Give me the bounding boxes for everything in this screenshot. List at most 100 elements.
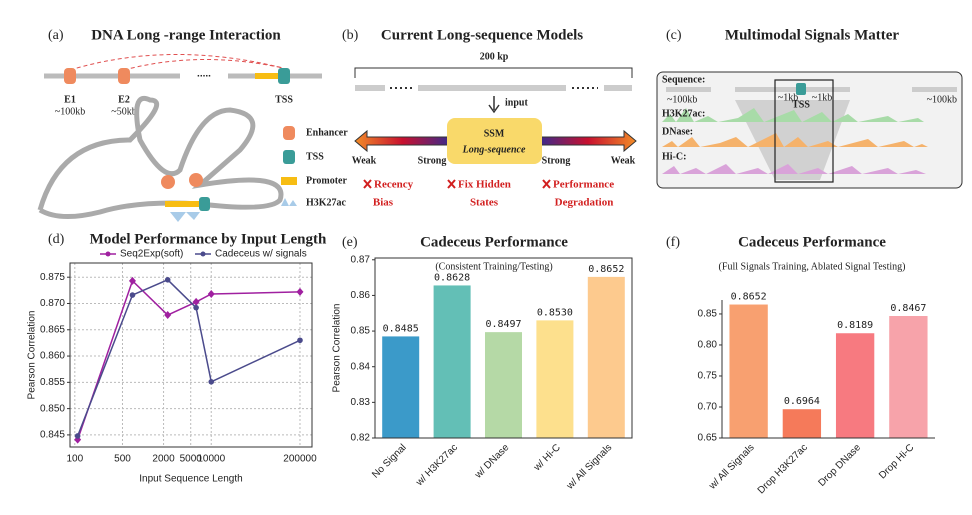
promoter	[255, 73, 283, 79]
cross	[363, 179, 551, 189]
value-label: 0.8652	[731, 292, 767, 303]
y-tick-label: 0.85	[698, 309, 718, 320]
strength-label: Weak	[352, 155, 377, 166]
y-tick-label: 0.855	[40, 377, 65, 388]
track-label: H3K27ac:	[662, 108, 705, 119]
value-label: 0.8497	[485, 319, 521, 330]
label: E2	[118, 94, 130, 105]
x-axis-label: Input Sequence Length	[139, 474, 242, 485]
model-label: SSM	[484, 128, 505, 139]
tss-label: TSS	[792, 99, 810, 110]
value-label: 0.8485	[383, 323, 419, 334]
arrow	[354, 129, 451, 153]
chart-title: Model Performance by Input Length	[90, 231, 327, 247]
label: ~100kb	[55, 106, 85, 117]
marker	[207, 290, 215, 299]
issue: Degradation	[555, 197, 614, 209]
panel-label: (a)	[48, 28, 64, 43]
enhancer	[118, 68, 130, 84]
strength-label: Weak	[611, 155, 636, 166]
bar	[889, 316, 928, 438]
panel-a: (a) DNA Long -range Interaction ..... E1…	[37, 27, 348, 222]
legend-label: H3K27ac	[306, 197, 347, 208]
tss	[199, 197, 210, 211]
distance: ~100kb	[927, 94, 957, 105]
plot-frame	[374, 257, 633, 439]
issue: Performance	[553, 179, 614, 191]
marker	[128, 276, 136, 285]
marker	[74, 433, 81, 439]
marker	[297, 337, 303, 344]
input-label: input	[505, 97, 528, 108]
y-tick-label: 0.85	[351, 326, 371, 337]
tss	[796, 83, 806, 95]
model-label: Long-sequence	[462, 144, 526, 155]
panel-c: (c) Multimodal Signals Matter Sequence: …	[656, 27, 963, 189]
y-tick-label: 0.86	[351, 290, 371, 301]
y-tick-label: 0.80	[698, 340, 718, 351]
length-label: 200 kp	[480, 51, 509, 62]
value-label: 0.6964	[784, 396, 820, 407]
issue: Recency	[374, 179, 414, 191]
panel-title: DNA Long -range Interaction	[91, 27, 281, 43]
distance: ~100kb	[667, 94, 697, 105]
panel-title: Multimodal Signals Matter	[725, 27, 899, 43]
y-tick-label: 0.65	[698, 433, 718, 444]
legend-label: Enhancer	[306, 127, 348, 138]
seq	[418, 85, 566, 91]
legend-marker	[200, 251, 206, 257]
panel-label: (c)	[666, 28, 682, 43]
line	[76, 278, 301, 437]
track-label: DNase:	[662, 126, 693, 137]
y-tick-label: 0.865	[40, 324, 65, 335]
axes	[721, 300, 935, 439]
arrow	[488, 96, 500, 114]
y-tick-label: 0.87	[351, 254, 371, 265]
value-label: 0.8628	[434, 272, 470, 283]
x-tick-label: w/ All Signals	[706, 442, 756, 492]
line	[76, 279, 301, 440]
x-tick-label: Drop DNase	[816, 442, 863, 489]
enhancer	[161, 175, 175, 189]
label: ~50kb	[111, 106, 136, 117]
issue: States	[470, 197, 499, 209]
panel-title: Current Long-sequence Models	[381, 27, 583, 43]
seq	[666, 87, 711, 92]
bar	[729, 304, 768, 438]
y-axis-label: Pearson Correlation	[332, 304, 343, 393]
value-label: 0.8530	[537, 307, 573, 318]
issue: Bias	[373, 197, 394, 209]
enhancer	[64, 68, 76, 84]
focus-box	[774, 79, 834, 183]
h3k27ac	[170, 212, 200, 222]
panel-label: (f)	[666, 235, 680, 250]
y-tick-label: 0.845	[40, 430, 65, 441]
ssm-box	[447, 118, 542, 164]
panel-label: (d)	[48, 232, 65, 247]
x-tick-label: 5000	[180, 454, 203, 465]
h3k27ac-track	[662, 108, 924, 122]
x-tick-label: Drop Hi-C	[877, 442, 916, 481]
y-tick-label: 0.84	[351, 361, 371, 372]
marker	[164, 277, 171, 283]
label: TSS	[275, 94, 293, 105]
plot-frame	[69, 262, 313, 448]
x-tick-label: w/ All Signals	[564, 442, 614, 492]
x-tick-label: w/ Hi-C	[531, 442, 563, 474]
value-label: 0.8652	[588, 264, 624, 275]
value-label: 0.8467	[890, 303, 926, 314]
track-label: Sequence:	[662, 74, 705, 85]
legend-label: Seq2Exp(soft)	[120, 249, 183, 260]
chart-title: Cadeceus Performance	[420, 234, 568, 250]
hic-track	[662, 164, 926, 174]
tss	[278, 68, 290, 84]
track-label: Hi-C:	[662, 151, 686, 162]
seq	[604, 85, 632, 91]
legend-swatch	[283, 126, 295, 140]
x-tick-label: w/ H3K27ac	[413, 442, 460, 489]
enhancer	[189, 173, 203, 187]
panel-b: (b) Current Long-sequence Models 200 kp …	[342, 27, 637, 209]
y-tick-label: 0.860	[40, 351, 65, 362]
bar	[835, 333, 875, 438]
